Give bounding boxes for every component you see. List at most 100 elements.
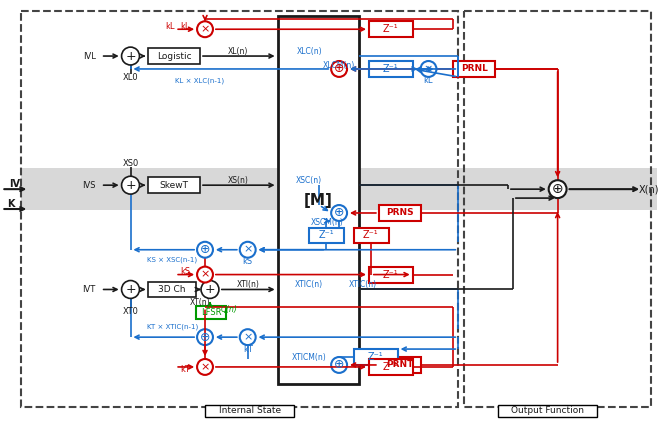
Bar: [453, 61, 495, 77]
Circle shape: [122, 176, 139, 194]
Text: Z⁻¹: Z⁻¹: [368, 352, 383, 362]
Circle shape: [122, 47, 139, 65]
Text: Internal State: Internal State: [219, 406, 281, 415]
Text: IVL: IVL: [83, 51, 96, 60]
Text: XT0: XT0: [122, 307, 138, 316]
Text: +: +: [125, 49, 136, 62]
Text: kT: kT: [243, 345, 253, 354]
Text: Z⁻¹: Z⁻¹: [363, 230, 379, 240]
Text: XTI(n): XTI(n): [236, 280, 259, 289]
Bar: [354, 349, 398, 365]
Bar: [148, 177, 200, 193]
Text: ⊕: ⊕: [334, 206, 344, 219]
Bar: [21, 168, 657, 210]
Text: kT: kT: [180, 365, 190, 374]
Text: ×: ×: [200, 24, 210, 34]
Bar: [309, 228, 344, 243]
Text: XL(n): XL(n): [227, 46, 248, 56]
Bar: [369, 21, 412, 37]
Text: XLCM(n): XLCM(n): [323, 62, 355, 70]
Circle shape: [122, 281, 139, 298]
Bar: [379, 205, 420, 221]
Text: KT × XTIC(n-1): KT × XTIC(n-1): [147, 324, 198, 330]
Text: XTIC(n): XTIC(n): [295, 280, 323, 289]
Circle shape: [197, 21, 213, 37]
Text: Output Function: Output Function: [511, 406, 584, 415]
Circle shape: [197, 329, 213, 345]
Circle shape: [197, 267, 213, 282]
Circle shape: [331, 61, 347, 77]
Text: IVT: IVT: [83, 285, 96, 294]
Bar: [205, 405, 294, 417]
Text: XLC(n): XLC(n): [297, 46, 322, 56]
Text: ×: ×: [200, 270, 210, 279]
Bar: [196, 306, 226, 319]
Bar: [354, 228, 389, 243]
Text: ⊕: ⊕: [552, 182, 563, 196]
Text: XT(n): XT(n): [190, 298, 210, 307]
Text: ⊕: ⊕: [334, 62, 344, 76]
Bar: [278, 16, 359, 384]
Text: IVS: IVS: [82, 181, 96, 189]
Circle shape: [331, 357, 347, 373]
Circle shape: [197, 359, 213, 375]
Text: ⊕: ⊕: [200, 331, 210, 344]
Circle shape: [197, 242, 213, 258]
Bar: [369, 359, 412, 375]
Text: kS: kS: [243, 257, 253, 266]
Circle shape: [549, 180, 566, 198]
Bar: [464, 11, 651, 407]
Text: Z⁻¹: Z⁻¹: [319, 230, 334, 240]
Text: LFSR: LFSR: [201, 308, 221, 317]
Text: +: +: [125, 283, 136, 296]
Bar: [369, 267, 412, 282]
Text: XSCM(n): XSCM(n): [311, 219, 344, 227]
Text: IV: IV: [9, 179, 20, 189]
Text: ×: ×: [200, 362, 210, 372]
Circle shape: [420, 61, 436, 77]
Text: XTICM(n): XTICM(n): [292, 352, 327, 362]
Circle shape: [201, 281, 219, 298]
Text: ×: ×: [243, 245, 253, 255]
Text: K: K: [7, 199, 15, 209]
Bar: [148, 281, 196, 298]
Text: kL: kL: [166, 22, 175, 31]
Bar: [379, 357, 420, 373]
Bar: [21, 11, 458, 407]
Text: Q(n): Q(n): [221, 305, 238, 314]
Circle shape: [240, 242, 256, 258]
Text: XS(n): XS(n): [227, 176, 249, 185]
Text: PRNL: PRNL: [461, 65, 488, 73]
Text: PRNS: PRNS: [386, 208, 414, 217]
Text: ×: ×: [424, 64, 433, 74]
Text: Z⁻¹: Z⁻¹: [383, 362, 399, 372]
Text: XS0: XS0: [122, 159, 139, 168]
Text: +: +: [205, 283, 215, 296]
Text: Z⁻¹: Z⁻¹: [383, 64, 399, 74]
Text: Z⁻¹: Z⁻¹: [383, 270, 399, 279]
Text: [M]: [M]: [304, 192, 332, 208]
Bar: [498, 405, 598, 417]
Text: kL: kL: [424, 76, 433, 85]
Text: PRNT: PRNT: [386, 360, 413, 369]
Text: Logistic: Logistic: [157, 51, 192, 60]
Text: SkewT: SkewT: [160, 181, 189, 189]
Text: XTIC(n): XTIC(n): [349, 280, 377, 289]
Text: 3D Ch: 3D Ch: [159, 285, 186, 294]
Bar: [148, 48, 200, 64]
Text: XSC(n): XSC(n): [296, 176, 323, 185]
Text: ×: ×: [243, 332, 253, 342]
Circle shape: [331, 205, 347, 221]
Text: Z⁻¹: Z⁻¹: [383, 24, 399, 34]
Text: XL0: XL0: [123, 73, 138, 82]
Circle shape: [240, 329, 256, 345]
Text: ⊕: ⊕: [334, 358, 344, 371]
Text: KL × XLC(n-1): KL × XLC(n-1): [175, 78, 225, 84]
Bar: [369, 61, 412, 77]
Text: ⊕: ⊕: [200, 243, 210, 256]
Text: kS: kS: [180, 267, 190, 276]
Text: kL: kL: [180, 22, 190, 31]
Text: +: +: [125, 179, 136, 192]
Text: X(n): X(n): [639, 184, 659, 194]
Text: KS × XSC(n-1): KS × XSC(n-1): [147, 257, 197, 263]
